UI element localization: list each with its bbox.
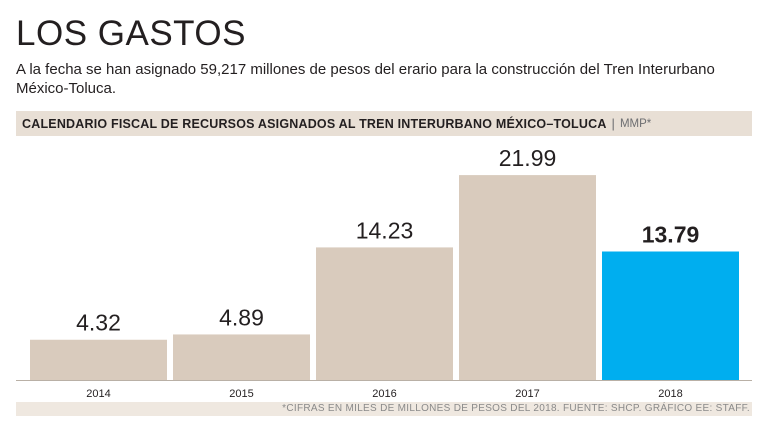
page-title: LOS GASTOS (16, 14, 246, 53)
value-label-2018: 13.79 (642, 222, 700, 248)
tick-label-2016: 2016 (372, 388, 396, 400)
page-subtitle: A la fecha se han asignado 59,217 millon… (16, 61, 715, 97)
value-label-2016: 14.23 (356, 217, 414, 243)
chart-title: CALENDARIO FISCAL DE RECURSOS ASIGNADOS … (22, 116, 607, 131)
bar-2017 (459, 175, 596, 380)
value-label-2017: 21.99 (499, 145, 557, 171)
chart-footnote: *CIFRAS EN MILES DE MILLONES DE PESOS DE… (16, 402, 752, 416)
chart-title-separator: | (611, 116, 615, 131)
tick-label-2014: 2014 (86, 388, 110, 400)
bar-2016 (316, 247, 453, 380)
value-label-2014: 4.32 (76, 310, 121, 336)
tick-label-2017: 2017 (515, 388, 539, 400)
chart-header-band: CALENDARIO FISCAL DE RECURSOS ASIGNADOS … (16, 111, 752, 136)
bar-2018 (602, 251, 739, 380)
bar-2014 (30, 339, 167, 380)
tick-label-2018: 2018 (658, 388, 682, 400)
tick-label-2015: 2015 (229, 388, 253, 400)
value-label-2015: 4.89 (219, 304, 264, 330)
chart-unit: MMP* (619, 117, 652, 130)
bar-2015 (173, 334, 310, 380)
